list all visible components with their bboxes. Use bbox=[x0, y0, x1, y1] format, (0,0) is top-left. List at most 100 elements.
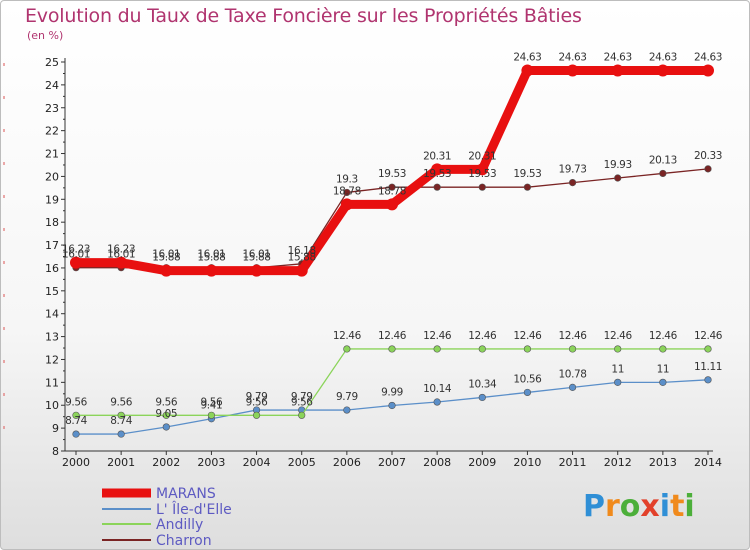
y-tick-label: 19 bbox=[45, 193, 59, 206]
data-point bbox=[568, 345, 577, 353]
data-point bbox=[659, 378, 667, 386]
data-point bbox=[72, 411, 80, 419]
logo-letter: i bbox=[659, 489, 671, 524]
data-point bbox=[205, 264, 218, 277]
y-tick-label: 15 bbox=[45, 285, 59, 298]
data-label: 9.79 bbox=[336, 391, 358, 403]
data-label: 9.41 bbox=[201, 400, 223, 412]
legend-label: Charron bbox=[156, 533, 212, 549]
y-tick-label: 8 bbox=[52, 445, 59, 458]
x-tick-label: 2013 bbox=[649, 456, 677, 469]
y-tick-label: 24 bbox=[45, 79, 59, 92]
x-tick-label: 2007 bbox=[378, 456, 406, 469]
data-label: 10.56 bbox=[513, 373, 542, 385]
data-label: 12.46 bbox=[468, 330, 497, 342]
data-label: 18.78 bbox=[378, 185, 406, 197]
data-label: 24.63 bbox=[649, 51, 677, 63]
y-tick-label: 22 bbox=[45, 125, 59, 138]
data-label: 12.46 bbox=[649, 330, 678, 342]
data-label: 10.78 bbox=[559, 368, 587, 380]
data-label: 19.53 bbox=[513, 168, 541, 180]
data-point bbox=[386, 198, 398, 211]
y-tick-label: 10 bbox=[45, 399, 59, 412]
y-tick-label: 23 bbox=[45, 102, 59, 115]
data-label: 12.46 bbox=[423, 330, 452, 342]
x-tick-label: 2011 bbox=[559, 456, 587, 469]
data-point bbox=[476, 163, 489, 176]
data-label: 12.46 bbox=[559, 330, 588, 342]
data-label: 19.73 bbox=[559, 164, 587, 176]
data-label: 11 bbox=[657, 363, 670, 375]
data-point bbox=[614, 174, 622, 182]
x-tick-label: 2000 bbox=[62, 456, 90, 469]
data-point bbox=[207, 411, 216, 419]
y-tick-label: 11 bbox=[45, 376, 59, 389]
data-label: 9.56 bbox=[246, 396, 268, 408]
data-label: 24.63 bbox=[559, 51, 587, 63]
data-point bbox=[252, 411, 261, 419]
legend-label: L' Île-d'Elle bbox=[156, 500, 232, 518]
data-point bbox=[566, 64, 579, 77]
data-point bbox=[72, 430, 80, 438]
data-point bbox=[115, 256, 128, 269]
data-point bbox=[340, 198, 353, 211]
data-label: 15.88 bbox=[152, 252, 180, 264]
data-point bbox=[611, 64, 624, 77]
data-label: 9.99 bbox=[381, 386, 403, 398]
data-label: 19.53 bbox=[378, 168, 406, 180]
data-label: 9.56 bbox=[110, 396, 132, 408]
data-label: 9.79 bbox=[246, 391, 268, 403]
data-point bbox=[704, 165, 712, 173]
data-point bbox=[388, 183, 396, 191]
data-point bbox=[298, 411, 306, 419]
data-point bbox=[568, 178, 577, 187]
data-label: 24.63 bbox=[513, 51, 541, 63]
chart-title: Evolution du Taux de Taxe Foncière sur l… bbox=[25, 5, 582, 27]
data-point bbox=[702, 64, 714, 77]
data-label: 15.88 bbox=[288, 252, 316, 264]
data-label: 19.53 bbox=[423, 168, 451, 180]
data-label: 16.23 bbox=[62, 244, 90, 256]
data-label: 10.14 bbox=[423, 383, 452, 395]
data-point bbox=[614, 378, 622, 386]
data-labels: 8.74 8.74 9.05 9.41 9.79 9.79 9.79 9.99 10.14 10.… bbox=[62, 51, 723, 427]
data-point bbox=[656, 64, 669, 77]
data-label: 20.33 bbox=[694, 150, 722, 162]
data-label: 12.46 bbox=[333, 330, 362, 342]
data-point bbox=[523, 183, 532, 191]
data-point bbox=[343, 345, 351, 353]
logo-letter: i bbox=[684, 489, 695, 524]
y-tick-label: 17 bbox=[45, 239, 59, 252]
x-tick-label: 2009 bbox=[468, 456, 496, 469]
y-tick-label: 12 bbox=[45, 353, 59, 366]
data-point bbox=[388, 345, 396, 353]
data-point bbox=[478, 345, 486, 353]
data-label: 12.46 bbox=[604, 330, 633, 342]
data-label: 15.88 bbox=[197, 252, 225, 264]
y-tick-label: 18 bbox=[45, 216, 59, 229]
data-point bbox=[478, 183, 486, 191]
data-label: 11 bbox=[611, 363, 624, 375]
data-point bbox=[388, 401, 396, 410]
data-label: 15.88 bbox=[243, 252, 271, 264]
logo-letter: r bbox=[605, 489, 620, 524]
y-tick-label: 21 bbox=[45, 148, 59, 161]
x-tick-label: 2014 bbox=[694, 456, 722, 469]
data-point bbox=[659, 169, 667, 178]
data-label: 9.79 bbox=[291, 391, 313, 403]
data-label: 20.31 bbox=[468, 150, 496, 162]
data-label: 9.56 bbox=[291, 396, 313, 408]
proxiti-logo: Proxiti bbox=[583, 489, 695, 524]
legend-label: Andilly bbox=[156, 517, 203, 533]
data-point bbox=[162, 411, 170, 419]
data-point bbox=[160, 264, 173, 277]
data-point bbox=[523, 345, 532, 353]
data-point bbox=[433, 183, 441, 191]
unit-label: (en %) bbox=[27, 29, 64, 42]
series-layer bbox=[70, 64, 714, 438]
data-label: 19.93 bbox=[604, 159, 632, 171]
data-label: 24.63 bbox=[694, 51, 722, 63]
x-tick-label: 2012 bbox=[604, 456, 632, 469]
